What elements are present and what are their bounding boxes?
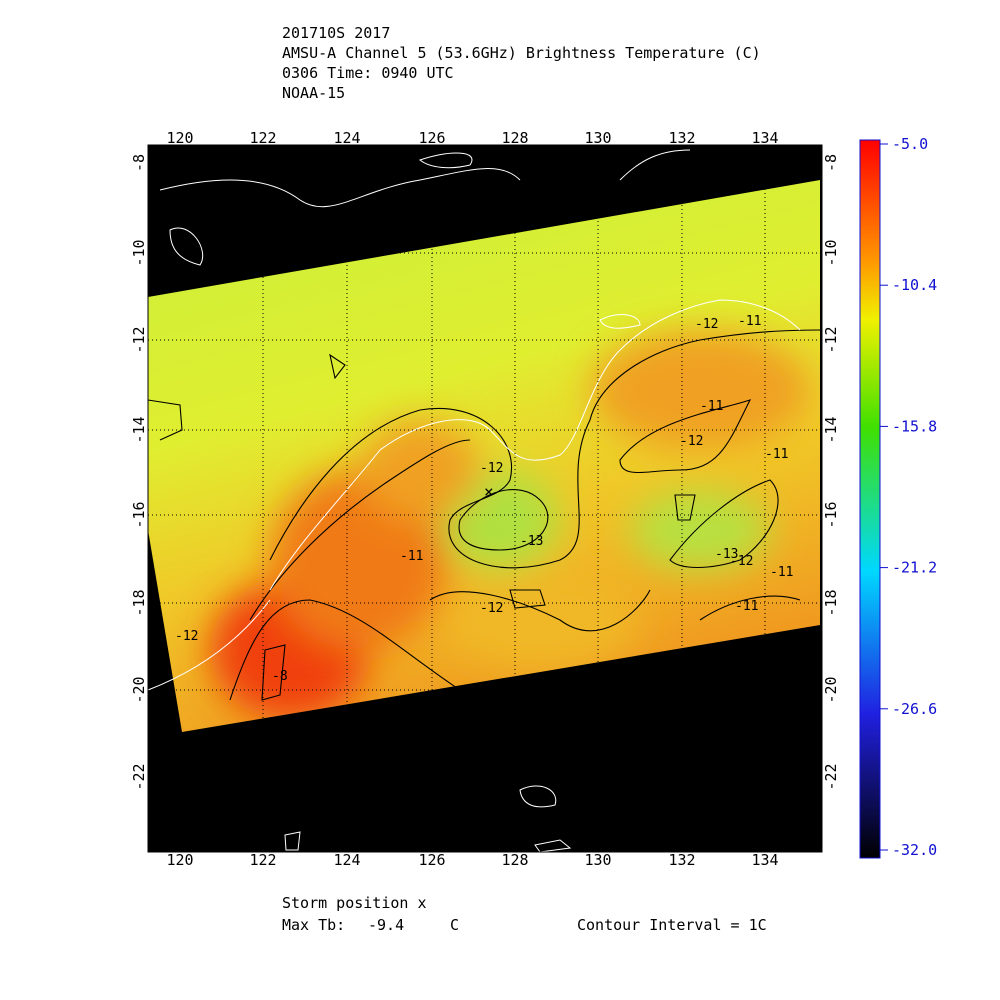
header-line: 201710S 2017 bbox=[282, 24, 390, 42]
contour-interval: Contour Interval = 1C bbox=[577, 916, 767, 934]
colorbar-label: -10.4 bbox=[892, 276, 937, 294]
lon-label: 132 bbox=[668, 129, 695, 147]
lat-label: -12 bbox=[822, 326, 840, 353]
coastlines bbox=[147, 149, 801, 853]
contour-label: -11 bbox=[735, 599, 758, 614]
lon-label: 130 bbox=[584, 129, 611, 147]
header-line: 0306 Time: 0940 UTC bbox=[282, 64, 454, 82]
contour-label: -11 bbox=[738, 314, 761, 329]
lon-label: 132 bbox=[668, 851, 695, 869]
lon-label: 128 bbox=[501, 129, 528, 147]
lon-label: 122 bbox=[249, 851, 276, 869]
contour-label: -12 bbox=[480, 601, 503, 616]
contour-label: -12 bbox=[480, 461, 503, 476]
lon-label: 124 bbox=[333, 851, 360, 869]
map: × 120 120 122 122 124 124 126 126 128 128 130 130 13… bbox=[130, 129, 840, 869]
footer: Storm position x Max Tb: -9.4 C Contour … bbox=[282, 894, 767, 934]
contour-labels: -12-11-12-13-11-12-12-11-11-13-12-11-11-… bbox=[175, 314, 793, 684]
colorbar-label: -21.2 bbox=[892, 559, 937, 577]
lon-label: 126 bbox=[418, 129, 445, 147]
contour-label: -11 bbox=[400, 549, 423, 564]
colorbar-label: -5.0 bbox=[892, 135, 928, 153]
lat-label: -8 bbox=[822, 154, 840, 172]
contour-label: -13 bbox=[715, 547, 738, 562]
lon-label: 128 bbox=[501, 851, 528, 869]
lon-label: 120 bbox=[166, 129, 193, 147]
lat-label: -14 bbox=[130, 416, 148, 443]
map-frame bbox=[147, 144, 823, 853]
lat-label: -22 bbox=[130, 763, 148, 790]
lat-label: -20 bbox=[130, 676, 148, 703]
lat-label: -22 bbox=[822, 763, 840, 790]
contour-label: -11 bbox=[700, 399, 723, 414]
storm-position: Storm position x bbox=[282, 894, 427, 912]
storm-marker: × bbox=[484, 482, 494, 501]
lat-label: -10 bbox=[130, 239, 148, 266]
lat-label: -16 bbox=[130, 501, 148, 528]
max-tb-value: -9.4 bbox=[368, 916, 404, 934]
lon-label: 130 bbox=[584, 851, 611, 869]
contour-label: -8 bbox=[272, 669, 288, 684]
contour-label: -12 bbox=[680, 434, 703, 449]
lat-label: -12 bbox=[130, 326, 148, 353]
colorbar-label: -15.8 bbox=[892, 417, 937, 435]
contour-label: -12 bbox=[730, 554, 753, 569]
lon-label: 126 bbox=[418, 851, 445, 869]
lat-label: -16 bbox=[822, 501, 840, 528]
lat-label: -14 bbox=[822, 416, 840, 443]
header-line: NOAA-15 bbox=[282, 84, 345, 102]
contour-label: -12 bbox=[695, 317, 718, 332]
axis-labels: 120 120 122 122 124 124 126 126 128 128 130 130 132 1… bbox=[130, 129, 840, 869]
colorbar: -5.0 -10.4 -15.8 -21.2 -26.6 -32.0 bbox=[859, 135, 937, 859]
lon-label: 120 bbox=[166, 851, 193, 869]
colorbar-scale bbox=[859, 139, 881, 859]
colorbar-label: -26.6 bbox=[892, 700, 937, 718]
header-line: AMSU-A Channel 5 (53.6GHz) Brightness Te… bbox=[282, 44, 761, 62]
contour-label: -13 bbox=[520, 534, 543, 549]
contour-label: -11 bbox=[770, 565, 793, 580]
lat-label: -18 bbox=[822, 589, 840, 616]
max-tb-label: Max Tb: bbox=[282, 916, 345, 934]
header: 201710S 2017 AMSU-A Channel 5 (53.6GHz) … bbox=[282, 24, 761, 102]
contour-label: -11 bbox=[765, 447, 788, 462]
lat-label: -8 bbox=[130, 154, 148, 172]
contour-label: -12 bbox=[175, 629, 198, 644]
colorbar-label: -32.0 bbox=[892, 841, 937, 859]
lon-label: 122 bbox=[249, 129, 276, 147]
contours bbox=[147, 329, 821, 701]
lat-label: -18 bbox=[130, 589, 148, 616]
lon-label: 134 bbox=[751, 851, 778, 869]
max-tb-unit: C bbox=[450, 916, 459, 934]
lon-label: 134 bbox=[751, 129, 778, 147]
lat-label: -10 bbox=[822, 239, 840, 266]
lon-label: 124 bbox=[333, 129, 360, 147]
lat-label: -20 bbox=[822, 676, 840, 703]
